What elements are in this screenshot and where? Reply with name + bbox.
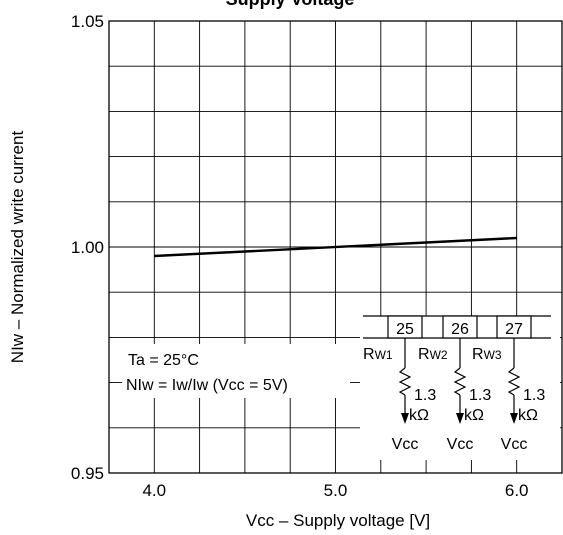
resistor-name: RW3	[472, 346, 502, 363]
supply-label: Vcc	[392, 436, 419, 453]
resistor-value: 1.3	[414, 387, 436, 404]
y-axis-label: NIw – Normalized write current	[8, 131, 27, 364]
y-tick-label: 0.95	[71, 464, 104, 483]
resistor-name-main: R	[418, 346, 430, 363]
resistor-unit: kΩ	[518, 407, 538, 424]
x-tick-label: 4.0	[142, 481, 166, 500]
annotation-niw: NIw = Iw/Iw (Vcc = 5V)	[126, 377, 288, 394]
resistor-value: 1.3	[469, 387, 491, 404]
resistor-symbol	[453, 367, 467, 396]
annotation-niw-formula: NIw = Iw/Iw	[126, 377, 209, 394]
series-layer	[154, 236, 517, 258]
resistor-symbol	[507, 367, 521, 396]
y-tick-label: 1.05	[71, 12, 104, 31]
resistor-name-subscript: W2	[430, 348, 448, 362]
resistor-symbol	[398, 367, 412, 396]
y-tick-labels: 0.95 1.00 1.05	[71, 12, 104, 483]
resistor-name-main: R	[363, 346, 375, 363]
supply-label: Vcc	[501, 436, 528, 453]
resistor-name-subscript: W3	[484, 348, 502, 362]
x-axis-label: Vcc – Supply voltage [V]	[246, 511, 430, 530]
chart-title: Supply Voltage	[226, 0, 355, 9]
resistor-name: RW2	[418, 346, 448, 363]
resistor-unit: kΩ	[409, 407, 429, 424]
resistor-name-subscript: W1	[375, 348, 393, 362]
arrow-icon	[510, 413, 518, 424]
pin-label: 25	[396, 321, 414, 338]
pin-label: 26	[451, 321, 469, 338]
annotation-background	[122, 344, 350, 398]
x-tick-label: 5.0	[324, 481, 348, 500]
arrow-icon	[401, 413, 409, 424]
pin-label: 27	[505, 321, 523, 338]
y-tick-label: 1.00	[71, 238, 104, 257]
resistor-unit: kΩ	[464, 407, 484, 424]
resistor-name-main: R	[472, 346, 484, 363]
series-line	[154, 236, 517, 258]
supply-label: Vcc	[447, 436, 474, 453]
annotation-ta: Ta = 25°C	[128, 352, 199, 369]
annotation-niw-condition: (Vcc = 5V)	[208, 377, 288, 394]
arrow-icon	[456, 413, 464, 424]
x-tick-labels: 4.0 5.0 6.0	[142, 481, 528, 500]
resistor-name: RW1	[363, 346, 393, 363]
plot-frame	[108, 20, 563, 474]
resistor-value: 1.3	[523, 387, 545, 404]
x-tick-label: 6.0	[505, 481, 529, 500]
